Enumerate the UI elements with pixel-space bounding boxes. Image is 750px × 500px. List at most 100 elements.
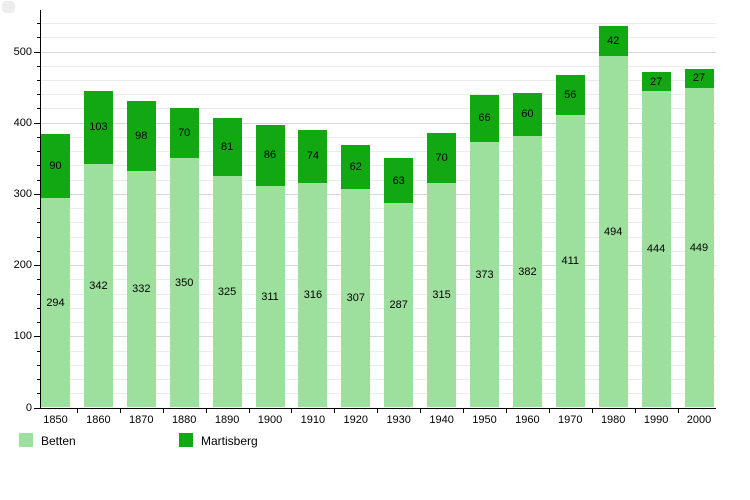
corner-artifact [2,1,15,13]
y-axis-tick [37,393,40,395]
gridline [40,136,716,138]
y-axis-tick [37,222,40,224]
bar-segment-martisberg: 60 [512,92,542,136]
bar-value-label: 42 [607,34,620,47]
x-axis-tick [76,408,78,413]
y-axis-tick [37,151,40,153]
bar-segment-betten: 316 [298,182,328,408]
gridline [40,222,716,224]
bar-segment-martisberg: 70 [169,108,199,159]
legend-swatch-martisberg [179,433,193,447]
bar-segment-betten: 444 [641,91,671,408]
bar-value-label: 63 [392,174,405,187]
bar-segment-martisberg: 81 [212,118,242,177]
legend-swatch-betten [19,433,33,447]
bar-segment-betten: 411 [555,114,585,408]
gridline [40,165,716,167]
bar-value-label: 70 [178,127,191,140]
bar-value-label: 382 [518,265,537,278]
bar-value-label: 62 [349,160,362,173]
x-axis-label: 1910 [300,413,326,426]
bar-value-label: 294 [46,296,65,309]
bar-segment-martisberg: 90 [41,134,70,199]
y-axis-tick [37,179,40,181]
x-axis-tick [463,408,465,413]
x-axis-tick [420,408,422,413]
y-axis-tick [37,364,40,366]
x-axis-tick [334,408,336,413]
gridline [40,293,716,295]
x-axis-label: 1940 [429,413,454,426]
bar-segment-betten: 287 [384,203,414,408]
bar-segment-martisberg: 66 [470,94,499,142]
bar-segment-martisberg: 42 [598,25,628,56]
x-axis-tick [119,408,121,413]
y-axis-tick [37,136,40,138]
y-axis-tick [34,407,40,409]
y-axis-label: 100 [13,330,32,343]
x-axis-label: 1950 [472,413,497,426]
bar-segment-betten: 449 [684,87,714,408]
chart-legend: Betten Martisberg [0,430,750,452]
y-axis [40,10,41,409]
bar-value-label: 66 [478,112,491,125]
bar-value-label: 60 [521,108,534,121]
y-axis-label: 200 [13,259,32,272]
bar-segment-martisberg: 98 [126,101,156,172]
bar-segment-martisberg: 63 [384,158,414,204]
y-axis-label: 0 [25,401,32,414]
bar-segment-martisberg: 86 [255,124,285,187]
y-axis-tick [37,250,40,252]
x-axis-tick [248,408,250,413]
x-axis-label: 1860 [86,413,111,426]
bar-value-label: 56 [564,88,577,101]
bar-segment-martisberg: 27 [641,72,671,92]
x-axis-label: 2000 [686,413,712,426]
legend-label-martisberg: Martisberg [201,434,258,448]
gridline [40,379,716,381]
bar-segment-martisberg: 62 [341,144,371,189]
y-axis-tick [37,350,40,352]
gridline [40,279,716,281]
bar-value-label: 103 [89,121,108,134]
gridline [40,37,716,39]
gridline [40,179,716,181]
gridline [40,393,716,395]
bar-value-label: 81 [220,141,234,154]
bar-segment-betten: 350 [169,158,199,408]
gridline [40,193,716,195]
bar-segment-martisberg: 56 [555,74,585,115]
x-axis-label: 1930 [386,413,411,426]
bar-value-label: 70 [435,152,448,165]
gridline [40,250,716,252]
x-axis-tick [162,408,164,413]
y-axis-tick [37,208,40,210]
bar-value-label: 316 [303,288,323,301]
bar-value-label: 287 [389,299,408,312]
bar-segment-betten: 311 [255,186,285,408]
bar-segment-martisberg: 74 [298,129,328,183]
y-axis-tick [37,79,40,81]
x-axis-label: 1890 [214,413,240,426]
y-axis-tick [34,265,40,267]
bar-segment-betten: 307 [341,188,371,408]
bar-segment-betten: 494 [598,55,628,408]
bar-segment-betten: 325 [212,176,242,408]
x-axis-label: 1990 [643,413,669,426]
y-axis-label: 500 [13,45,32,58]
gridline [40,336,716,338]
x-axis-tick [291,408,293,413]
gridline [40,79,716,81]
y-axis-tick [37,379,40,381]
y-axis-tick [37,37,40,39]
x-axis-tick [591,408,593,413]
gridline [40,208,716,210]
bar-value-label: 449 [689,241,709,254]
gridline [40,364,716,366]
y-axis-tick [34,122,40,124]
x-axis-label: 1870 [129,413,154,426]
legend-label-betten: Betten [41,434,76,448]
y-axis-tick [37,23,40,25]
x-axis-label: 1880 [171,413,197,426]
x-axis [40,407,716,409]
